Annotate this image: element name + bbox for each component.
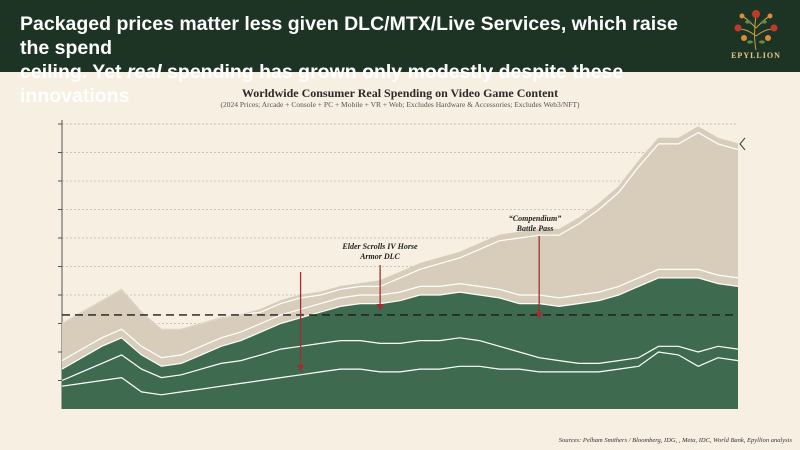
annotation-compendium-line2: Battle Pass [516, 224, 554, 233]
annotation-compendium: “Compendium” Battle Pass [490, 214, 580, 234]
boundary-layer_6 [61, 126, 739, 330]
headline-line2-emphasis: real [126, 61, 162, 83]
boundary-layer_4 [61, 268, 739, 362]
headline-line2-post: spending has grown only modestly despite… [20, 61, 624, 107]
boundary-layer_3 [61, 277, 739, 370]
end-bracket-icon [739, 137, 746, 151]
headline-line1: Packaged prices matter less given DLC/MT… [20, 13, 678, 59]
area-layer_5 [62, 132, 738, 361]
arrow-compendium-head [535, 312, 543, 319]
arrow-early-head [297, 365, 305, 372]
headline-line2-pre: ceiling. Yet [20, 61, 127, 83]
arrow-horse-armor-head [376, 304, 384, 311]
boundary-layer_2 [61, 337, 739, 382]
sources-note: Sources: Pelham Smithers / Bloomberg, ID… [558, 437, 792, 444]
area-layer_1 [62, 352, 738, 409]
headline: Packaged prices matter less given DLC/MT… [20, 12, 710, 108]
annotation-horse-armor-line1: Elder Scrolls IV Horse [342, 242, 418, 251]
annotation-horse-armor: Elder Scrolls IV Horse Armor DLC [330, 242, 430, 262]
annotation-horse-armor-line2: Armor DLC [360, 252, 400, 261]
chart-subtitle: (2024 Prices; Arcade + Console + PC + Mo… [220, 100, 580, 109]
boundary-layer_1 [61, 351, 739, 396]
header-bar: Packaged prices matter less given DLC/MT… [0, 0, 800, 107]
area-layer_2 [62, 337, 738, 395]
area-layer_3 [62, 277, 738, 381]
chart-title: Worldwide Consumer Real Spending on Vide… [241, 86, 559, 100]
logo-text: EPYLLION [731, 51, 781, 60]
annotation-compendium-line1: “Compendium” [508, 214, 562, 223]
epyllion-logo-icon [734, 10, 778, 51]
